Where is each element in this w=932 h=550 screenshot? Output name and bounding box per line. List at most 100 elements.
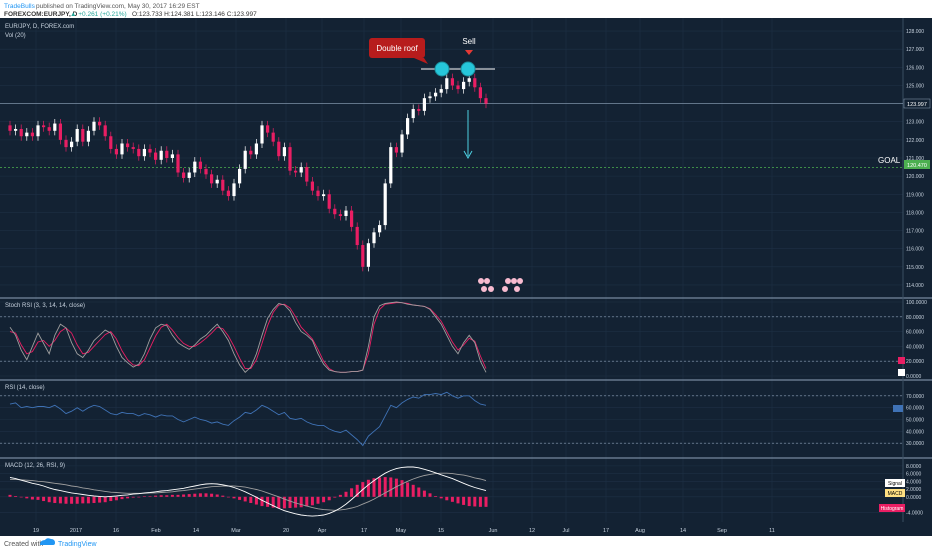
candle-body <box>344 210 348 217</box>
event-marker-icon[interactable] <box>511 278 517 284</box>
macd-histogram-bar <box>400 480 404 497</box>
candle-body <box>75 128 79 142</box>
macd-histogram-bar <box>81 496 85 504</box>
macd-histogram-bar <box>215 494 219 497</box>
macd-histogram-bar <box>484 496 488 507</box>
header-ohlc: O:123.733 H:124.381 L:123.146 C:123.997 <box>132 11 257 18</box>
volume-label: Vol (20) <box>5 33 26 39</box>
candle-body <box>243 150 247 169</box>
x-tick-label: 20 <box>283 528 289 534</box>
candle-body <box>478 87 482 99</box>
price-tick-label: 115.000 <box>906 265 924 271</box>
header-symbol: FOREXCOM:EURJPY, D <box>4 11 78 18</box>
candle-body <box>383 183 387 226</box>
top-marker-1 <box>434 61 450 77</box>
macd-histogram-bar <box>8 494 12 497</box>
candle-body <box>456 85 460 90</box>
macd-tick-label: 8.0000 <box>906 464 922 470</box>
macd-histogram-bar <box>154 495 158 497</box>
macd-tick-label: 2.0000 <box>906 487 922 493</box>
macd-histogram-bar <box>439 496 443 499</box>
rsi-tick-label: 50.0000 <box>906 418 924 424</box>
candle-body <box>417 109 421 111</box>
macd-histogram-bar <box>462 496 466 505</box>
macd-histogram-bar <box>366 479 370 497</box>
macd-histogram-bar <box>159 495 163 497</box>
event-marker-icon[interactable] <box>505 278 511 284</box>
candle-body <box>210 174 214 184</box>
stoch-tick-label: 40.0000 <box>906 344 924 350</box>
top-marker-2 <box>460 61 476 77</box>
macd-legend-macd-bg <box>885 489 905 497</box>
rsi-tick-label: 40.0000 <box>906 429 924 435</box>
candle-body <box>260 125 264 144</box>
macd-histogram-bar <box>243 496 247 502</box>
legend-title: EUR/JPY, D, FOREX.com <box>5 24 74 30</box>
footer-brand[interactable]: TradingView <box>58 541 97 548</box>
candle-body <box>221 179 225 191</box>
macd-histogram-bar <box>338 494 342 497</box>
header-publisher[interactable]: TradeBulls <box>4 3 36 10</box>
tradingview-cloud-icon <box>40 538 55 545</box>
price-badge-bg <box>903 98 931 109</box>
x-tick-label: 15 <box>438 528 444 534</box>
x-tick-label: Feb <box>151 528 160 534</box>
candle-body <box>378 225 382 233</box>
sell-label: Sell <box>462 37 476 46</box>
candle-body <box>271 132 275 142</box>
macd-histogram-bar <box>428 493 432 497</box>
event-marker-icon[interactable] <box>514 286 520 292</box>
macd-legend-macd: MACD <box>888 491 903 497</box>
candle-body <box>98 121 102 126</box>
macd-histogram-bar <box>109 496 113 502</box>
candle-body <box>47 127 51 131</box>
rsi-line <box>9 391 487 447</box>
macd-histogram-bar <box>355 484 359 497</box>
x-tick-label: Apr <box>318 528 327 534</box>
x-tick-label: 14 <box>680 528 686 534</box>
x-tick-label: 19 <box>33 528 39 534</box>
candle-body <box>232 183 236 197</box>
candle-body <box>338 214 342 217</box>
candle-body <box>372 232 376 244</box>
macd-histogram-bar <box>249 496 253 503</box>
candle-body <box>81 128 85 142</box>
goal-badge-bg <box>904 160 930 169</box>
candle-body <box>131 147 135 149</box>
macd-histogram-bar <box>277 496 281 509</box>
candle-body <box>14 128 18 131</box>
event-marker-icon[interactable] <box>481 286 487 292</box>
target-arrow-icon <box>463 150 473 160</box>
price-tick-label: 122.000 <box>906 138 924 144</box>
x-tick-label: Mar <box>231 528 241 534</box>
macd-histogram-bar <box>193 493 197 497</box>
macd-histogram-bar <box>187 494 191 497</box>
macd-histogram-bar <box>406 482 410 497</box>
macd-tick-label: 6.0000 <box>906 472 922 478</box>
macd-histogram-bar <box>305 496 309 507</box>
candle-body <box>25 132 29 137</box>
candle-body <box>282 147 286 157</box>
macd-legend-histogram: Histogram <box>881 506 904 512</box>
event-marker-icon[interactable] <box>502 286 508 292</box>
macd-histogram-bar <box>394 478 398 497</box>
header-change: ▲ +0.261 (+0.21%) <box>70 11 127 18</box>
macd-histogram-bar <box>282 496 286 509</box>
event-marker-icon[interactable] <box>517 278 523 284</box>
price-tick-label: 114.000 <box>906 283 924 289</box>
x-tick-label: 11 <box>769 528 775 534</box>
event-marker-icon[interactable] <box>478 278 484 284</box>
candle-body <box>316 190 320 197</box>
axes: 19 2017 16 Feb 14 Mar 20 Apr 17 May 15 Jun 12 Jul 17 Au… <box>33 29 927 534</box>
price-tick-label: 127.000 <box>906 47 924 53</box>
candle-body <box>310 181 314 191</box>
macd-histogram-bar <box>327 496 331 501</box>
macd-histogram-bar <box>53 496 57 503</box>
macd-histogram-bar <box>30 496 34 500</box>
candle-body <box>428 96 432 99</box>
x-tick-label: Aug <box>635 528 645 534</box>
event-marker-icon[interactable] <box>488 286 494 292</box>
candle-body <box>350 210 354 227</box>
candle-body <box>148 148 152 153</box>
event-marker-icon[interactable] <box>484 278 490 284</box>
